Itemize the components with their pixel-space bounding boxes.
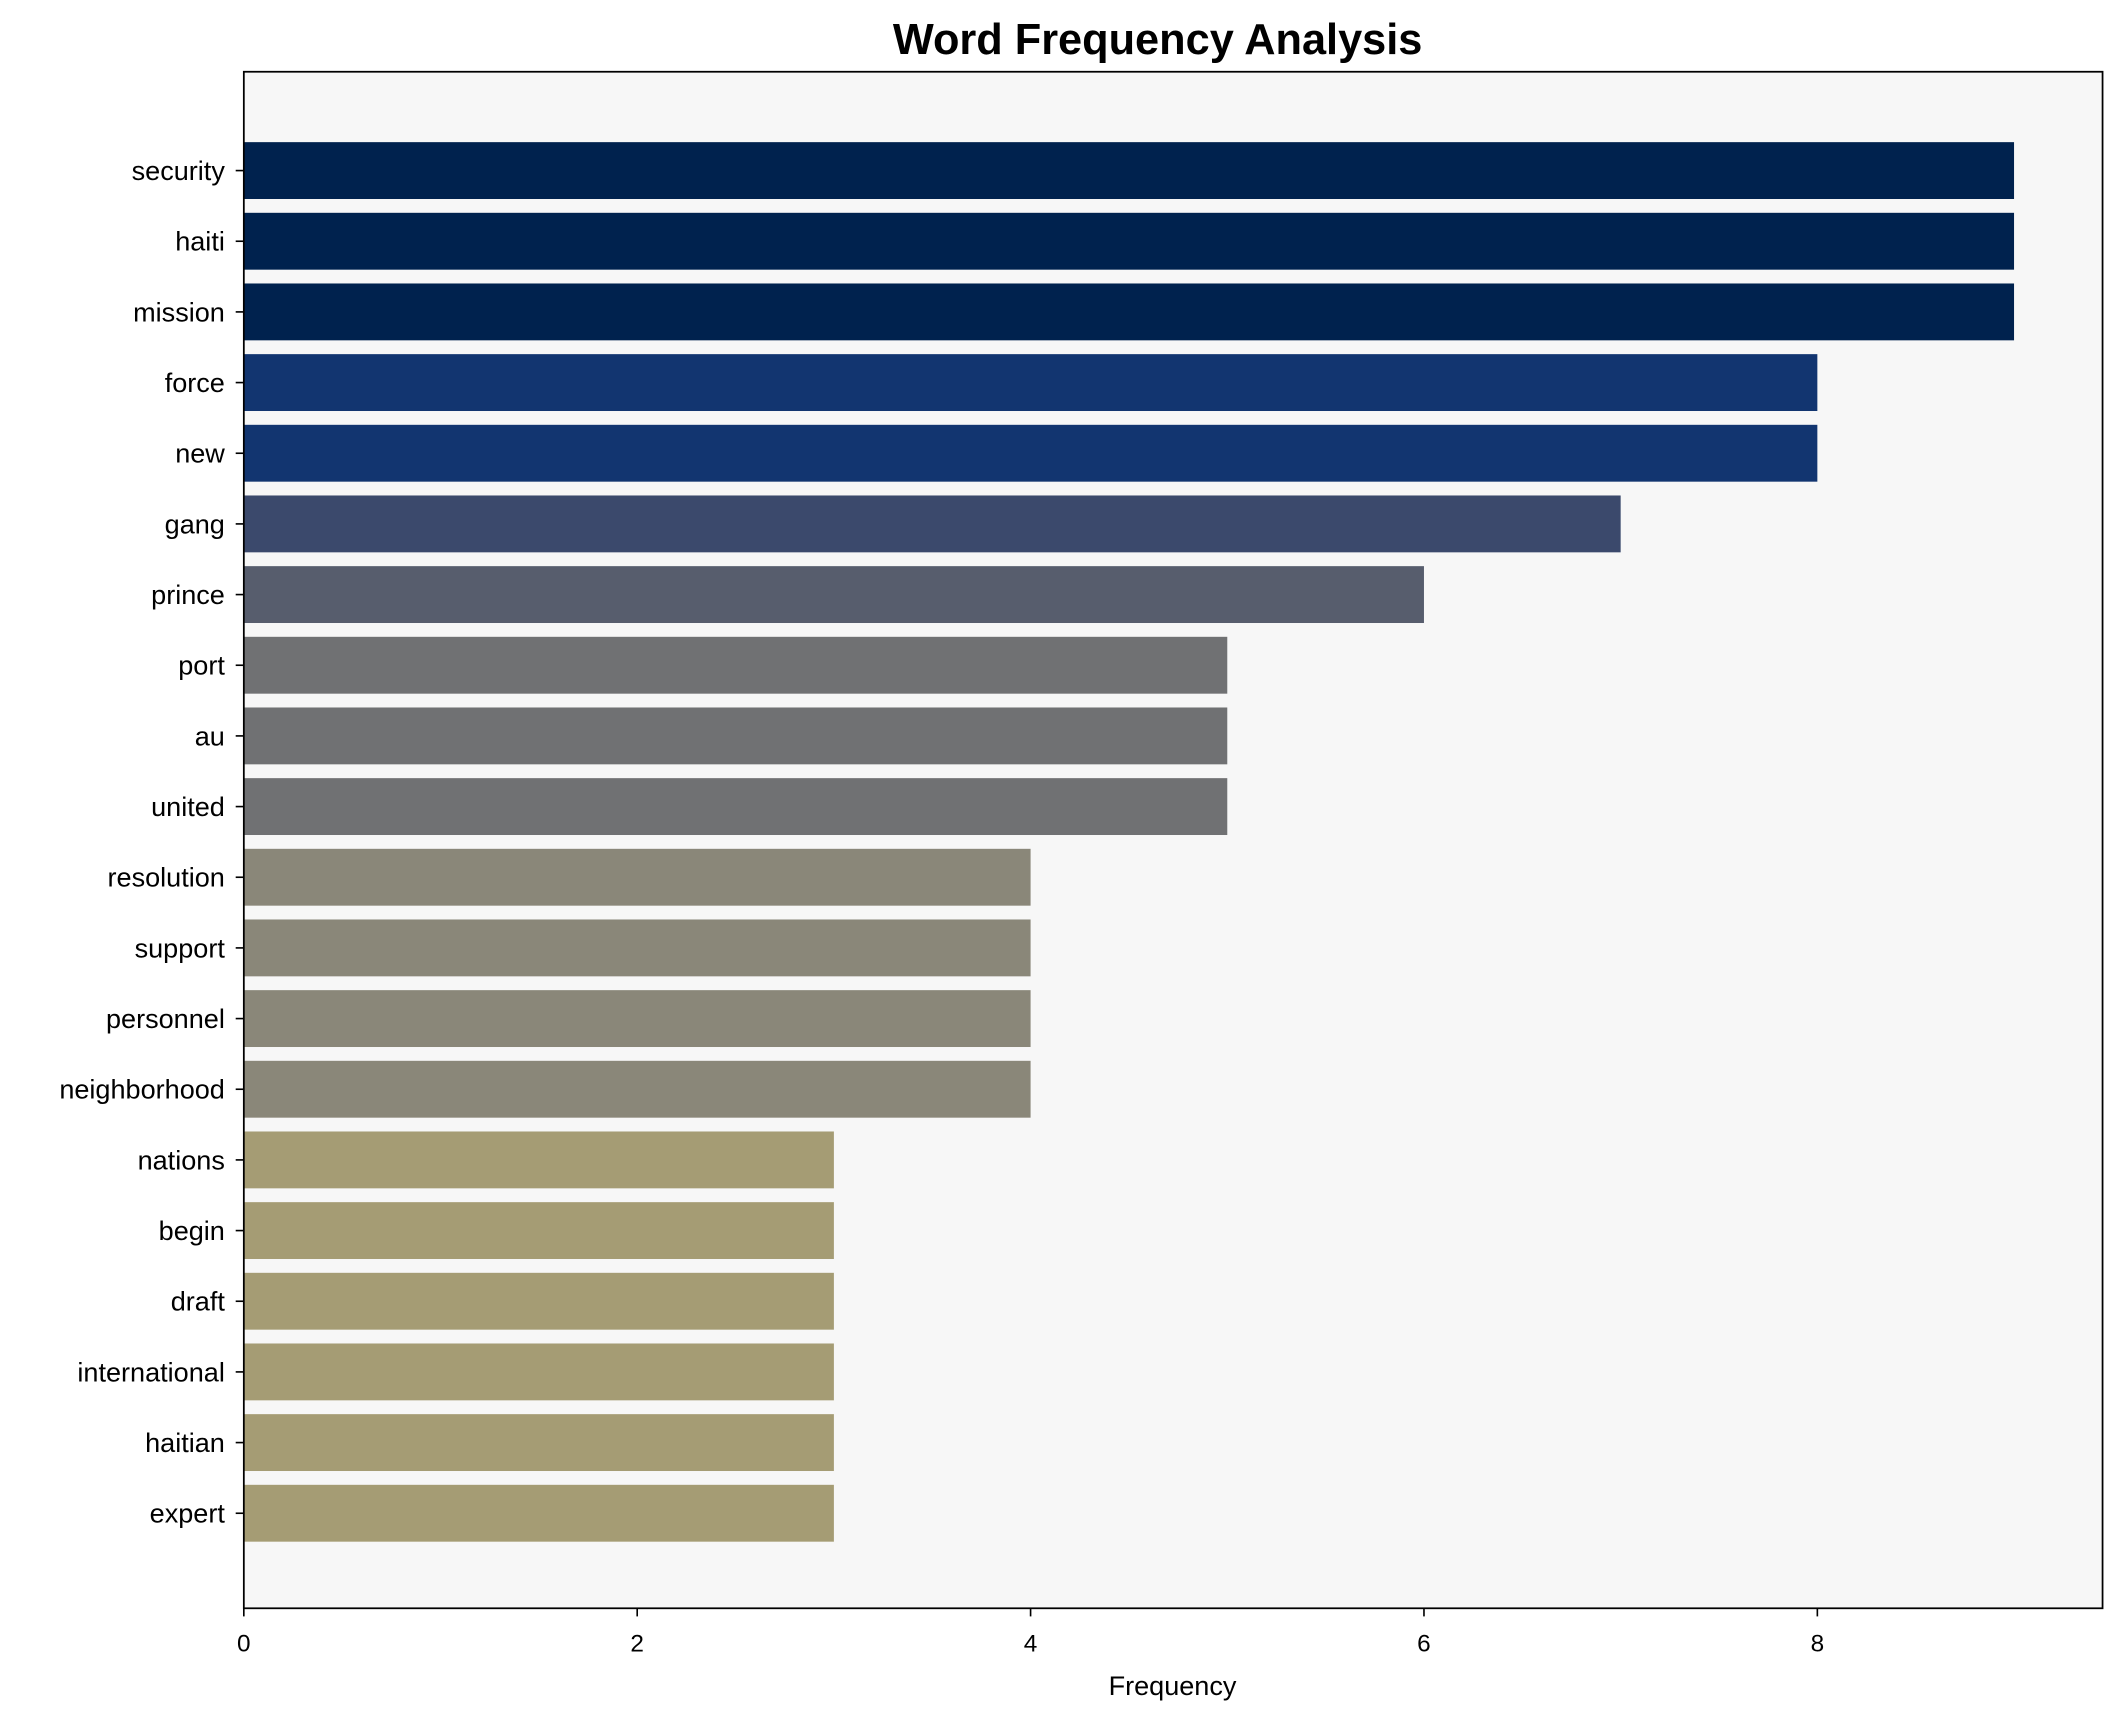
- y-tick-label: prince: [151, 579, 225, 610]
- y-tick-label: neighborhood: [59, 1074, 225, 1105]
- y-tick-label: international: [77, 1356, 224, 1387]
- y-tick-label: mission: [133, 296, 225, 327]
- chart-title: Word Frequency Analysis: [893, 16, 1423, 64]
- bar-gang: [243, 495, 1621, 553]
- bar-new: [243, 424, 1818, 482]
- x-tick-label: 2: [630, 1631, 644, 1658]
- bar-prince: [243, 566, 1424, 624]
- y-tick-label: draft: [171, 1286, 226, 1317]
- x-tick-label: 0: [237, 1631, 251, 1658]
- bar-haiti: [243, 212, 2015, 270]
- y-tick-label: au: [195, 720, 225, 751]
- bar-mission: [243, 283, 2015, 341]
- y-tick-label: gang: [165, 508, 225, 539]
- bar-port: [243, 636, 1228, 694]
- y-tick-label: personnel: [106, 1003, 225, 1034]
- y-tick-label: nations: [138, 1144, 225, 1175]
- bar-neighborhood: [243, 1060, 1031, 1118]
- bar-security: [243, 142, 2015, 200]
- y-tick-label: port: [178, 650, 225, 681]
- y-tick-label: haitian: [145, 1427, 225, 1458]
- y-tick-label: united: [151, 791, 225, 822]
- bar-personnel: [243, 990, 1031, 1048]
- bar-united: [243, 778, 1228, 836]
- x-axis-label: Frequency: [1109, 1670, 1237, 1701]
- bar-force: [243, 354, 1818, 412]
- y-tick-label: begin: [159, 1215, 225, 1246]
- x-tick-label: 4: [1024, 1631, 1038, 1658]
- y-tick-label: security: [132, 155, 226, 186]
- y-tick-label: new: [175, 438, 225, 469]
- y-tick-label: support: [135, 932, 226, 963]
- y-tick-label: force: [165, 367, 225, 398]
- bar-support: [243, 919, 1031, 977]
- y-tick-label: haiti: [175, 226, 225, 257]
- bar-resolution: [243, 848, 1031, 906]
- y-tick-label: resolution: [108, 862, 225, 893]
- bar-begin: [243, 1202, 834, 1260]
- bar-expert: [243, 1484, 834, 1542]
- bar-nations: [243, 1131, 834, 1189]
- bar-haitian: [243, 1414, 834, 1472]
- axes-frame: [242, 70, 2104, 1610]
- y-tick-label: expert: [150, 1498, 226, 1529]
- x-tick-label: 8: [1811, 1631, 1825, 1658]
- bar-draft: [243, 1272, 834, 1330]
- bar-international: [243, 1343, 834, 1401]
- bar-au: [243, 707, 1228, 765]
- x-tick-label: 6: [1417, 1631, 1431, 1658]
